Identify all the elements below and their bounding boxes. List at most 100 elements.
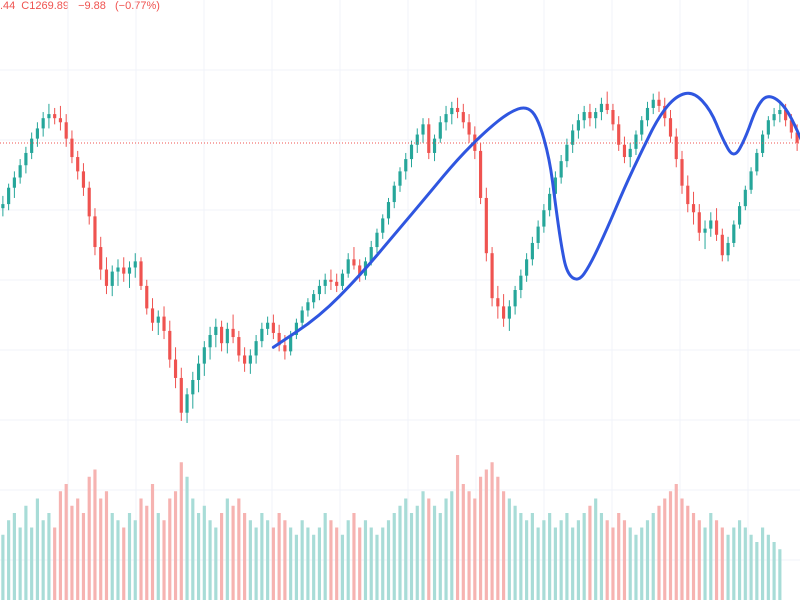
candle xyxy=(490,247,494,307)
candle-body xyxy=(409,144,414,160)
volume-bar xyxy=(576,520,580,600)
candle xyxy=(81,163,86,196)
candle xyxy=(248,349,252,374)
candle xyxy=(127,261,132,288)
volume-bar xyxy=(329,520,333,600)
volume-bar xyxy=(455,455,460,600)
volume-bar xyxy=(473,498,477,600)
volume-bar xyxy=(415,505,419,600)
candle-body xyxy=(432,138,437,153)
candle-body xyxy=(202,347,206,364)
candle xyxy=(122,257,126,282)
candle-body xyxy=(559,161,563,178)
volume-bar xyxy=(243,513,247,600)
volume-bar xyxy=(122,527,126,600)
volume-bar xyxy=(559,520,563,600)
volume-bar xyxy=(761,527,765,600)
volume-bar xyxy=(461,484,465,600)
volume-bar xyxy=(381,527,385,600)
volume-bar xyxy=(502,491,506,600)
candle-body xyxy=(674,136,678,160)
candle-body xyxy=(358,265,362,276)
volume-bar xyxy=(294,534,298,600)
candle-body xyxy=(536,226,540,243)
candle-body xyxy=(502,306,506,319)
candle xyxy=(260,322,264,348)
candle-body xyxy=(663,105,667,119)
candle-body xyxy=(605,103,609,110)
candle-body xyxy=(168,330,172,360)
volume-bar xyxy=(617,513,621,600)
candle xyxy=(76,150,80,180)
candle-body xyxy=(35,128,39,139)
candle xyxy=(525,253,529,282)
candle-body xyxy=(507,306,511,319)
candle-body xyxy=(784,110,788,121)
volume-bar xyxy=(363,520,368,600)
candle xyxy=(116,259,120,286)
candle-body xyxy=(30,138,34,153)
volume-bar xyxy=(254,527,258,600)
candle-body xyxy=(208,335,212,348)
volume-bar xyxy=(12,513,16,600)
candle xyxy=(732,220,736,248)
volume-bar xyxy=(340,534,345,600)
volume-bar xyxy=(778,549,782,600)
candle-body xyxy=(116,267,120,272)
volume-bar xyxy=(312,534,316,600)
candle-body xyxy=(300,310,304,323)
candle xyxy=(225,322,229,354)
candle-body xyxy=(173,359,178,378)
candle xyxy=(594,107,598,129)
candle xyxy=(191,371,195,409)
candle xyxy=(352,247,356,270)
volume-bar xyxy=(478,476,483,600)
volume-bar xyxy=(657,505,661,600)
volume-bar xyxy=(726,534,730,600)
candle-body xyxy=(41,118,45,129)
candle xyxy=(58,105,63,131)
candle-body xyxy=(732,224,736,243)
candle-body xyxy=(611,110,615,125)
candle xyxy=(202,341,206,376)
volume-bar xyxy=(732,527,736,600)
volume-bar xyxy=(231,505,235,600)
candle-body xyxy=(248,355,252,364)
candle-body xyxy=(243,355,247,364)
volume-bar xyxy=(87,476,91,600)
candle xyxy=(599,97,604,121)
freehand-drawing[interactable] xyxy=(271,91,800,349)
volume-bar xyxy=(168,498,172,600)
volume-bar xyxy=(599,513,604,600)
volume-bar xyxy=(674,484,678,600)
candle-body xyxy=(404,159,408,172)
candle-body xyxy=(548,193,552,211)
candle xyxy=(294,318,298,340)
volume-bar xyxy=(76,498,80,600)
volume-bar xyxy=(628,527,632,600)
volume-bar xyxy=(640,527,644,600)
candle-body xyxy=(283,345,287,352)
volume-bar xyxy=(173,491,178,600)
volume-bar xyxy=(490,462,494,600)
candle xyxy=(726,236,730,262)
candle-body xyxy=(392,185,396,203)
candle xyxy=(576,114,580,139)
candle-body xyxy=(668,118,673,137)
volume-bar xyxy=(594,498,598,600)
volume-bar xyxy=(392,513,396,600)
candle xyxy=(622,136,627,164)
candle xyxy=(231,314,235,344)
candle xyxy=(663,97,667,127)
candle-body xyxy=(421,124,425,135)
volume-bar xyxy=(438,513,442,600)
volume-bar xyxy=(81,513,86,600)
candle xyxy=(162,306,166,340)
candle-body xyxy=(703,228,707,233)
volume-bar xyxy=(64,484,68,600)
volume-bar xyxy=(369,527,373,600)
candle xyxy=(237,330,241,362)
candle-body xyxy=(369,247,373,262)
candle xyxy=(99,236,103,280)
